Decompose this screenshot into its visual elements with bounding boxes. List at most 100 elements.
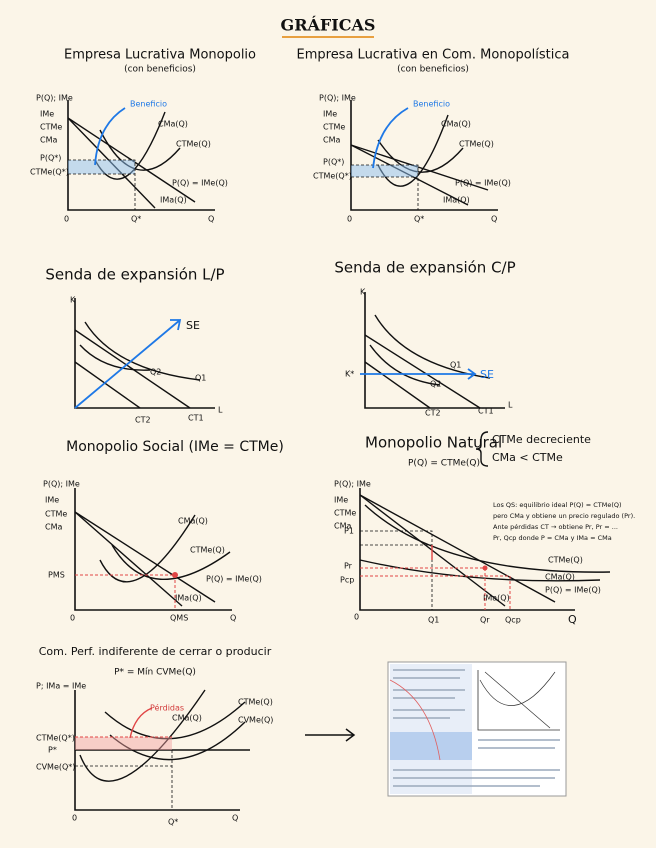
label: Pcp <box>340 576 354 585</box>
isocost <box>364 334 481 409</box>
loss-area <box>75 737 172 750</box>
arrow <box>94 107 126 166</box>
label: P(Q) = IMe(Q) <box>545 586 601 595</box>
label: Q <box>568 613 577 626</box>
average-cost <box>364 504 611 573</box>
label: L <box>508 401 513 410</box>
panel-comp-perfecta: Com. Perf. indiferente de cerrar o produ… <box>36 645 273 827</box>
guides <box>360 530 433 610</box>
label: CTMe(Q*) <box>313 172 352 181</box>
label: Q* <box>168 818 178 827</box>
label: CMa(Q) <box>441 120 471 129</box>
guides <box>75 750 173 810</box>
label: IMa(Q) <box>175 594 202 603</box>
label: CMa(Q) <box>178 517 208 526</box>
note: Pr, Qcp donde P = CMa y IMa = CMa <box>493 534 612 542</box>
label: P(Q); IMe <box>43 480 80 489</box>
label: CTMe(Q) <box>190 546 225 555</box>
isoquant <box>79 344 151 371</box>
label: IMe <box>323 110 337 119</box>
label: P(Q) = IMe(Q) <box>206 575 262 584</box>
expansion-path <box>74 319 182 409</box>
average-cost <box>377 139 464 173</box>
equilibrium <box>172 572 178 578</box>
isocost <box>364 361 431 409</box>
label: P(Q); IMe <box>319 94 356 103</box>
condition: CTMe decreciente <box>492 433 591 446</box>
label: K <box>70 296 76 305</box>
profit-area <box>351 165 418 177</box>
expansion-path <box>360 368 477 380</box>
label: Qcp <box>505 616 521 625</box>
note: pero CMa y obtiene un precio regulado (P… <box>493 512 635 520</box>
arrow <box>305 728 356 742</box>
average-cost <box>99 129 181 171</box>
label: P; IMa = IMe <box>36 682 86 691</box>
thumbnail-box <box>390 732 472 760</box>
label: CT2 <box>425 409 441 418</box>
arrow <box>372 107 409 169</box>
panel-title: Senda de expansión L/P <box>45 266 224 284</box>
panel-subtitle: (con beneficios) <box>397 65 469 75</box>
label: IMa(Q) <box>443 196 470 205</box>
label: Q1 <box>450 361 461 370</box>
label: CT2 <box>135 416 151 425</box>
label: P(Q) = IMe(Q) <box>172 179 228 188</box>
label: CMa(Q) <box>158 120 188 129</box>
demand <box>350 144 489 191</box>
label: CMa(Q) <box>545 573 575 582</box>
label: Q <box>232 814 238 823</box>
equilibrium <box>482 565 488 571</box>
average-cost <box>111 544 231 581</box>
label: 0 <box>64 215 69 224</box>
label: SE <box>480 368 494 381</box>
panel-monopolio-natural: Monopolio Natural P(Q) = CTMe(Q) CTMe de… <box>334 431 635 626</box>
label: K* <box>345 370 354 379</box>
thumbnail-curves <box>479 671 556 729</box>
guides <box>68 159 136 210</box>
guides <box>360 567 511 610</box>
label: Beneficio <box>130 100 167 109</box>
label: CTMe <box>334 509 356 518</box>
axes <box>350 100 498 211</box>
label: Q1 <box>428 616 439 625</box>
label: CMa <box>45 523 62 532</box>
label: 0 <box>347 215 352 224</box>
isoquant <box>84 321 201 381</box>
axes <box>74 690 240 811</box>
profit-area <box>68 160 135 174</box>
label: CVMe(Q) <box>238 716 273 725</box>
label: K <box>360 288 366 297</box>
panel-senda-cp: Senda de expansión C/P K K* Q1 Q2 SE CT2… <box>334 259 515 418</box>
isocost <box>74 361 141 409</box>
marginal-cost <box>79 689 206 782</box>
page-title: GRÁFICAS <box>281 15 376 35</box>
label: P(Q); IMe <box>334 480 371 489</box>
panel-subtitle: P* = Mín CVMe(Q) <box>114 668 196 678</box>
label: CTMe(Q) <box>238 698 273 707</box>
label: CT1 <box>188 414 204 423</box>
marginal-cost <box>99 514 196 583</box>
label: CMa <box>334 522 351 531</box>
panel-monopolistica: Empresa Lucrativa en Com. Monopolística … <box>297 48 570 224</box>
label: IMe <box>334 496 348 505</box>
label: P(Q); IMe <box>36 94 73 103</box>
label: Q* <box>131 215 141 224</box>
average-cost <box>104 701 246 740</box>
label: 0 <box>72 814 77 823</box>
marginal-cost <box>359 559 601 582</box>
label: CTMe <box>323 123 345 132</box>
panel-senda-lp: Senda de expansión L/P K SE Q1 Q2 CT2 CT… <box>45 266 224 425</box>
label: SE <box>186 319 200 332</box>
label: Qr <box>480 616 490 625</box>
axes <box>364 292 505 409</box>
axes <box>359 488 575 611</box>
label: Q2 <box>430 380 441 389</box>
label: Q* <box>414 215 424 224</box>
guides <box>75 574 176 610</box>
label: IMe <box>40 110 54 119</box>
panel-title: Monopolio Natural <box>365 434 502 452</box>
brace <box>475 431 489 467</box>
axes <box>67 100 215 211</box>
